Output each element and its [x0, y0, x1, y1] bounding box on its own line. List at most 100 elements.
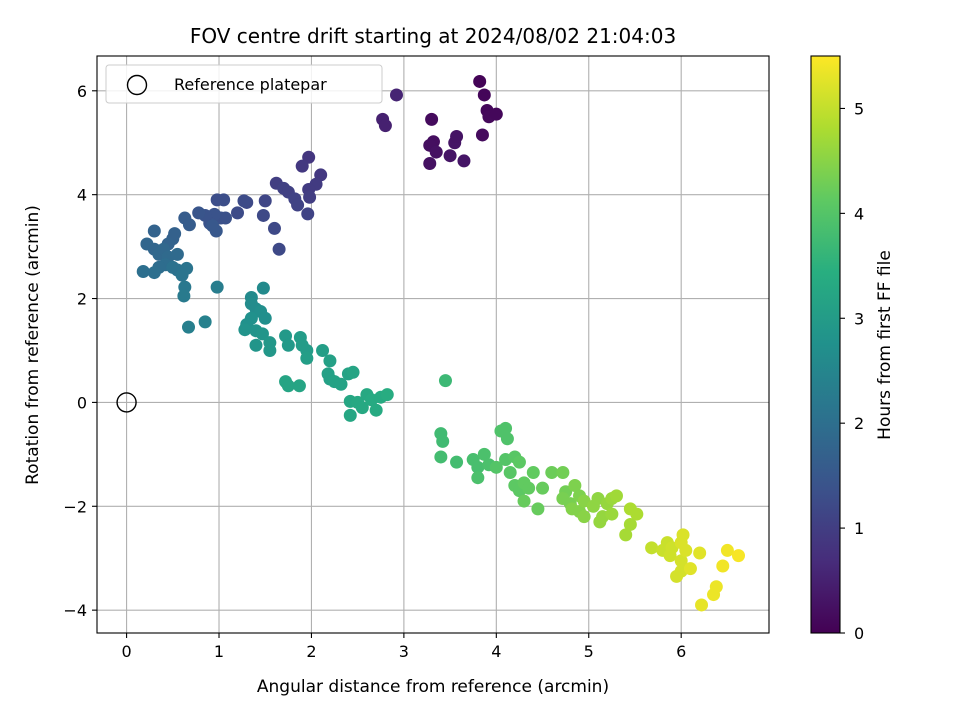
data-point [198, 315, 212, 329]
data-point [716, 559, 730, 573]
colorbar-frame [810, 55, 841, 634]
data-point [355, 401, 369, 415]
data-point [489, 460, 503, 474]
x-tick-label: 2 [306, 642, 316, 661]
data-point [471, 471, 485, 485]
data-point [237, 194, 251, 208]
data-point [512, 455, 526, 469]
data-point [255, 327, 269, 341]
y-tick-label: −2 [63, 497, 87, 516]
data-point [674, 554, 688, 568]
x-tick-label: 4 [491, 642, 501, 661]
data-point [182, 320, 196, 334]
plot-frame [96, 55, 770, 634]
data-point [238, 323, 252, 337]
colorbar-tick-label: 1 [854, 519, 864, 538]
data-point [429, 145, 443, 159]
data-point [531, 502, 545, 516]
data-point [623, 517, 637, 531]
data-point [343, 408, 357, 422]
data-point [177, 289, 191, 303]
y-tick-label: 2 [77, 290, 87, 309]
data-point [258, 194, 272, 208]
x-tick-label: 5 [584, 642, 594, 661]
data-point [147, 224, 161, 238]
data-point [389, 88, 403, 102]
data-point [645, 541, 659, 555]
colorbar-gradient [811, 56, 840, 633]
data-point [477, 447, 491, 461]
data-point [522, 481, 536, 495]
y-tick-label: −4 [63, 601, 87, 620]
data-point [489, 107, 503, 121]
data-point [346, 365, 360, 379]
data-point [477, 88, 491, 102]
x-axis-label: Angular distance from reference (arcmin) [257, 677, 609, 697]
legend: Reference platepar [105, 64, 383, 104]
colorbar-tick-label: 2 [854, 414, 864, 433]
scatter-points [136, 74, 745, 612]
data-point [281, 379, 295, 393]
data-point [218, 211, 232, 225]
colorbar-tick-label: 4 [854, 204, 864, 223]
data-point [436, 434, 450, 448]
data-point [323, 354, 337, 368]
y-tick-label: 6 [77, 82, 87, 101]
x-tick-label: 3 [399, 642, 409, 661]
data-point [475, 128, 489, 142]
data-point [676, 528, 690, 542]
x-tick-label: 1 [214, 642, 224, 661]
data-point [303, 190, 317, 204]
colorbar-tick-label: 0 [854, 624, 864, 643]
data-point [731, 549, 745, 563]
data-point [683, 562, 697, 576]
data-point [473, 74, 487, 88]
y-tick-label: 4 [77, 186, 87, 205]
data-point [536, 481, 550, 495]
chart-title: FOV centre drift starting at 2024/08/02 … [190, 24, 676, 48]
data-point [192, 206, 206, 220]
data-point [249, 338, 263, 352]
data-point [423, 157, 437, 171]
data-point [170, 247, 184, 261]
data-point [500, 432, 514, 446]
data-point [256, 208, 270, 222]
data-point [272, 242, 286, 256]
data-point [147, 266, 161, 280]
data-point [378, 119, 392, 133]
data-point [281, 338, 295, 352]
data-point [568, 479, 582, 493]
data-point [434, 450, 448, 464]
data-point [605, 507, 619, 521]
data-point [301, 207, 315, 221]
colorbar-label: Hours from first FF file [875, 250, 895, 440]
data-point [526, 466, 540, 480]
data-point [206, 219, 220, 233]
data-point [136, 265, 150, 279]
data-point [292, 379, 306, 393]
data-point [471, 460, 485, 474]
data-point [517, 494, 531, 508]
data-point [450, 129, 464, 143]
x-axis-ticks: 0 1 2 3 4 5 6 [121, 633, 686, 661]
data-point [630, 507, 644, 521]
x-tick-label: 6 [676, 642, 686, 661]
colorbar-tick-label: 3 [854, 309, 864, 328]
data-point [267, 221, 281, 235]
data-point [210, 193, 224, 207]
colorbar: 0 1 2 3 4 5 Hours from first FF file [810, 55, 895, 643]
data-point [256, 281, 270, 295]
data-point [180, 261, 194, 275]
y-axis-label: Rotation from reference (arcmin) [23, 205, 43, 485]
legend-marker-reference [126, 74, 148, 96]
data-point [263, 343, 277, 357]
data-point [720, 543, 734, 557]
y-tick-label: 0 [77, 393, 87, 412]
data-point [679, 543, 693, 557]
reference-point [116, 392, 137, 413]
data-point [545, 466, 559, 480]
data-point [295, 159, 309, 173]
data-point [258, 311, 272, 325]
data-point [210, 280, 224, 294]
